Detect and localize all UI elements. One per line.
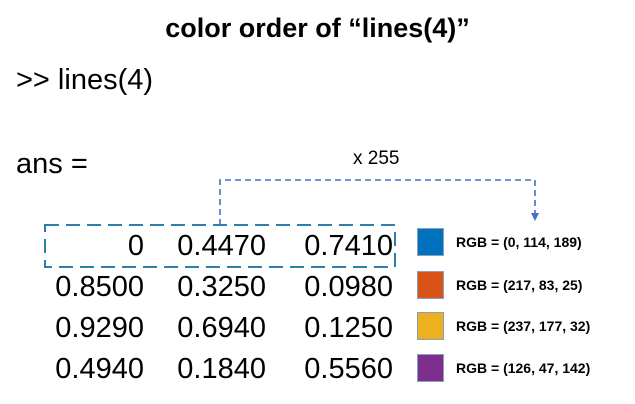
rgb-label-yellow: RGB = (237, 177, 32) [456,318,591,334]
rgb-label-blue: RGB = (0, 114, 189) [456,234,582,250]
matrix-cell-r3c1: 0.9290 [55,312,144,344]
arrow-head-icon [531,213,539,221]
matrix-cell-r4c2: 0.1840 [177,353,266,385]
first-row-highlight-box [44,224,396,268]
ans-label: ans = [16,148,88,180]
multiply-arrow-line [219,179,536,225]
multiplier-label: x 255 [353,148,400,169]
matrix-cell-r2c2: 0.3250 [177,271,266,303]
color-swatch-orange [417,271,444,299]
matrix-cell-r1c3: 0.7410 [304,230,393,262]
slide-title: color order of “lines(4)” [165,13,470,43]
matrix-cell-r2c1: 0.8500 [55,271,144,303]
matrix-cell-r3c2: 0.6940 [177,312,266,344]
rgb-label-purple: RGB = (126, 47, 142) [456,360,591,376]
matrix-cell-r3c3: 0.1250 [304,312,393,344]
matrix-cell-r4c1: 0.4940 [55,353,144,385]
color-swatch-yellow [417,312,444,340]
color-swatch-purple [417,354,444,382]
command-line: >> lines(4) [16,64,154,96]
matrix-cell-r1c2: 0.4470 [177,230,266,262]
color-swatch-blue [417,228,444,256]
matrix-cell-r2c3: 0.0980 [304,271,393,303]
matrix-cell-r4c3: 0.5560 [304,353,393,385]
rgb-label-orange: RGB = (217, 83, 25) [456,277,583,293]
matrix-cell-r1c1: 0 [127,230,144,262]
